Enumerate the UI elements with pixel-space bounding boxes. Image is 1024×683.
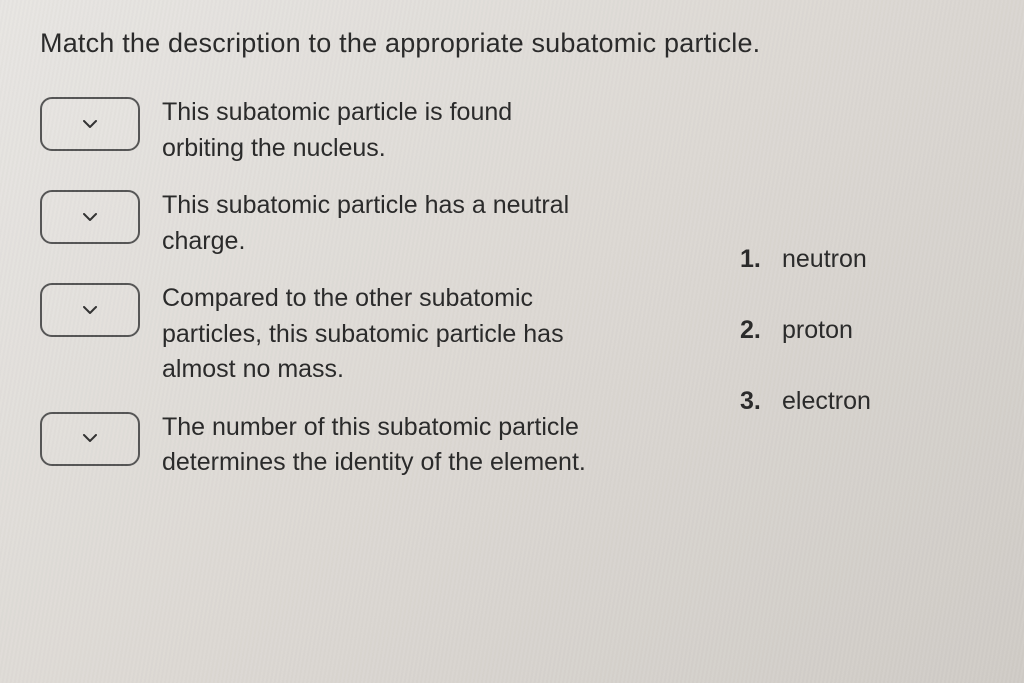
match-row: This subatomic particle has a neutral ch… [40, 188, 680, 259]
match-row: This subatomic particle is found orbitin… [40, 95, 680, 166]
match-dropdown-4[interactable] [40, 412, 140, 466]
question-prompt: Match the description to the appropriate… [40, 28, 984, 59]
option-number: 3. [740, 387, 764, 416]
match-description: The number of this subatomic particle de… [162, 410, 592, 481]
match-row: Compared to the other subatomic particle… [40, 281, 680, 388]
option-label: electron [782, 387, 871, 416]
match-dropdown-1[interactable] [40, 97, 140, 151]
match-description: Compared to the other subatomic particle… [162, 281, 592, 388]
option-number: 2. [740, 316, 764, 345]
answer-option: 3. electron [740, 387, 984, 416]
match-dropdown-2[interactable] [40, 190, 140, 244]
chevron-down-icon [83, 117, 97, 131]
option-label: neutron [782, 245, 867, 274]
match-description: This subatomic particle has a neutral ch… [162, 188, 592, 259]
option-label: proton [782, 316, 853, 345]
question-body: This subatomic particle is found orbitin… [40, 95, 984, 503]
chevron-down-icon [83, 210, 97, 224]
match-row: The number of this subatomic particle de… [40, 410, 680, 481]
chevron-down-icon [83, 303, 97, 317]
answer-options-column: 1. neutron 2. proton 3. electron [740, 95, 984, 503]
answer-option: 2. proton [740, 316, 984, 345]
match-description: This subatomic particle is found orbitin… [162, 95, 592, 166]
answer-option: 1. neutron [740, 245, 984, 274]
match-items-column: This subatomic particle is found orbitin… [40, 95, 680, 503]
match-dropdown-3[interactable] [40, 283, 140, 337]
chevron-down-icon [83, 432, 97, 446]
option-number: 1. [740, 245, 764, 274]
